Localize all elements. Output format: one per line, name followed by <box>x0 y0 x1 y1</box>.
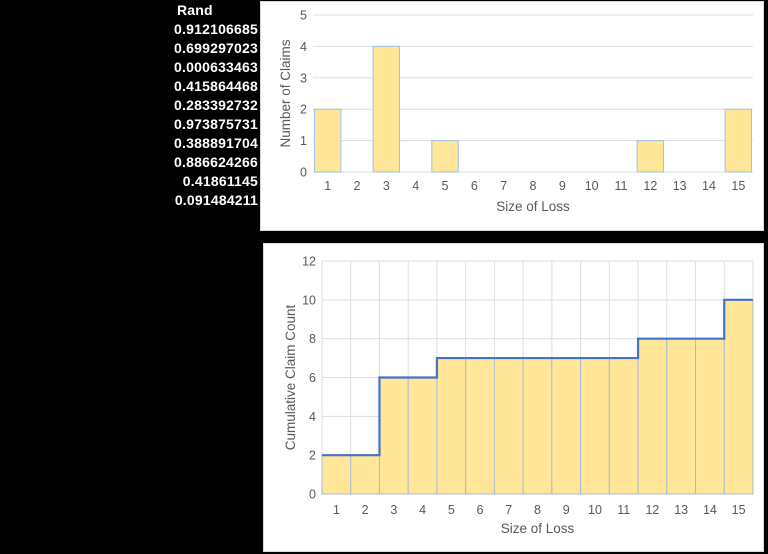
cumulative-bar <box>321 454 352 495</box>
cumulative-bar <box>608 357 639 495</box>
rand-value-cell[interactable]: 0.415864468 <box>174 78 258 94</box>
x-tick-label: 11 <box>615 179 628 193</box>
y-tick-label: 5 <box>300 9 307 23</box>
x-tick-label: 10 <box>585 179 599 193</box>
rand-value-list: 0.912106685 0.699297023 0.000633463 0.41586… <box>160 20 258 210</box>
rand-value-cell[interactable]: 0.886624266 <box>174 154 258 170</box>
cumulative-step-line <box>322 298 753 457</box>
x-tick-label: 14 <box>702 179 716 193</box>
cumulative-bar <box>551 357 582 495</box>
cumulative-bar <box>465 357 495 495</box>
rand-value-cell[interactable]: 0.091484211 <box>174 192 258 208</box>
cumulative-bar <box>522 357 553 495</box>
y-axis-title: Cumulative Claim Count <box>283 304 298 450</box>
x-tick-label: 8 <box>534 503 541 517</box>
x-tick-label: 2 <box>354 179 361 193</box>
y-tick-label: 6 <box>309 371 316 385</box>
rand-value-cell[interactable]: 0.41861145 <box>182 173 258 189</box>
y-tick-label: 4 <box>309 410 316 424</box>
cumulative-bar <box>350 454 380 495</box>
cumulative-bar <box>407 377 438 495</box>
x-axis-title: Size of Loss <box>496 199 570 214</box>
x-tick-label: 5 <box>448 503 455 517</box>
y-axis-title: Number of Claims <box>278 39 293 147</box>
x-tick-label: 8 <box>530 179 537 193</box>
frequency-bar <box>313 108 342 173</box>
x-tick-label: 14 <box>703 503 717 517</box>
x-tick-label: 4 <box>419 503 426 517</box>
y-tick-label: 2 <box>309 449 316 463</box>
x-tick-label: 1 <box>324 179 331 193</box>
x-tick-label: 12 <box>645 503 659 517</box>
cumulative-bar <box>723 299 754 495</box>
x-tick-label: 15 <box>732 503 746 517</box>
x-axis-title: Size of Loss <box>501 521 575 536</box>
x-tick-label: 7 <box>505 503 512 517</box>
y-tick-label: 3 <box>300 71 307 85</box>
cumulative-bar <box>493 357 524 495</box>
y-tick-label: 8 <box>309 332 316 346</box>
rand-value-cell[interactable]: 0.699297023 <box>174 40 258 56</box>
y-tick-label: 4 <box>300 40 307 54</box>
x-tick-label: 7 <box>500 179 507 193</box>
frequency-bar <box>372 45 401 173</box>
x-tick-label: 6 <box>471 179 478 193</box>
y-tick-label: 10 <box>302 293 316 307</box>
rand-column: Rand 0.912106685 0.699297023 0.000633463 0.… <box>160 1 258 210</box>
x-tick-label: 4 <box>412 179 419 193</box>
y-tick-label: 0 <box>300 166 307 180</box>
frequency-bar <box>636 140 665 173</box>
y-tick-label: 1 <box>300 134 307 148</box>
cumulative-bar <box>637 338 668 495</box>
y-tick-label: 12 <box>302 255 316 269</box>
x-tick-label: 1 <box>333 503 340 517</box>
rand-value-cell[interactable]: 0.283392732 <box>174 97 258 113</box>
x-tick-label: 12 <box>643 179 657 193</box>
cumulative-bar <box>378 377 409 495</box>
frequency-bar <box>431 140 459 173</box>
rand-value-cell[interactable]: 0.000633463 <box>174 59 258 75</box>
claims-frequency-chart[interactable]: 0 1 2 3 4 5 1 2 3 4 5 6 7 8 9 10 11 12 13 14 15 Number of Cla… <box>260 1 764 231</box>
cumulative-bar <box>695 338 725 495</box>
rand-value-cell[interactable]: 0.912106685 <box>174 21 258 37</box>
cumulative-claims-chart[interactable]: 0 2 4 6 8 10 12 1 2 3 4 5 6 7 8 9 10 11 12 13 14 15 Cumulative… <box>263 243 764 552</box>
y-tick-label: 0 <box>309 488 316 502</box>
frequency-bar <box>724 108 753 173</box>
x-tick-label: 3 <box>383 179 390 193</box>
x-tick-label: 3 <box>390 503 397 517</box>
x-tick-label: 6 <box>477 503 484 517</box>
x-tick-label: 9 <box>563 503 570 517</box>
x-tick-label: 13 <box>673 179 687 193</box>
x-tick-label: 2 <box>362 503 369 517</box>
x-tick-label: 10 <box>588 503 602 517</box>
y-tick-label: 2 <box>300 103 307 117</box>
rand-value-cell[interactable]: 0.973875731 <box>174 116 258 132</box>
x-tick-label: 9 <box>559 179 566 193</box>
x-tick-label: 15 <box>731 179 745 193</box>
x-tick-label: 13 <box>674 503 688 517</box>
rand-value-cell[interactable]: 0.388891704 <box>174 135 258 151</box>
x-tick-label: 5 <box>442 179 449 193</box>
rand-header-cell[interactable]: Rand <box>177 2 213 18</box>
x-tick-label: 11 <box>617 503 630 517</box>
cumulative-bar <box>436 357 467 495</box>
cumulative-bar <box>580 357 610 495</box>
cumulative-bar <box>666 338 697 495</box>
